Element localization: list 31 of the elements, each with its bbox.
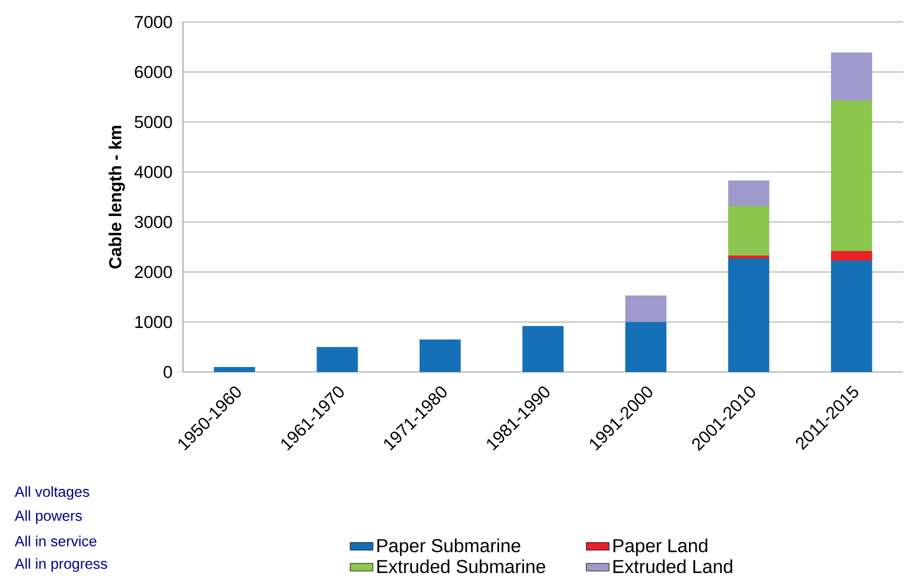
legend-label: Paper Submarine [377, 538, 520, 556]
y-tick-label: 0 [164, 366, 172, 378]
bar [728, 255, 770, 258]
bar [625, 295, 666, 322]
text: All powers [14, 510, 82, 524]
bar [728, 206, 770, 256]
text: All in progress [14, 558, 108, 572]
bar [420, 339, 461, 372]
y-axis-title: Cable length - km [108, 126, 125, 268]
bar [728, 258, 770, 372]
y-tick-label: 2000 [134, 266, 172, 278]
bar [214, 366, 256, 372]
text: All in service [14, 535, 96, 546]
legend-label: Extruded Submarine [377, 559, 546, 574]
bar [830, 100, 872, 251]
bar [830, 260, 872, 372]
bar [830, 52, 872, 100]
y-tick-label: 7000 [134, 16, 172, 28]
text: All voltages [14, 486, 90, 500]
legend-label: Extruded Land [614, 559, 732, 574]
y-tick-label: 4000 [134, 166, 172, 178]
bar [522, 326, 564, 372]
bar [728, 180, 770, 206]
legend-label: Paper Land [614, 538, 708, 556]
y-tick-label: 1000 [135, 316, 172, 328]
bar [316, 346, 358, 372]
y-tick-label: 3000 [134, 216, 172, 228]
y-tick-label: 5000 [134, 116, 172, 128]
bar [625, 322, 666, 372]
bar [830, 250, 872, 260]
y-tick-label: 6000 [134, 66, 172, 78]
